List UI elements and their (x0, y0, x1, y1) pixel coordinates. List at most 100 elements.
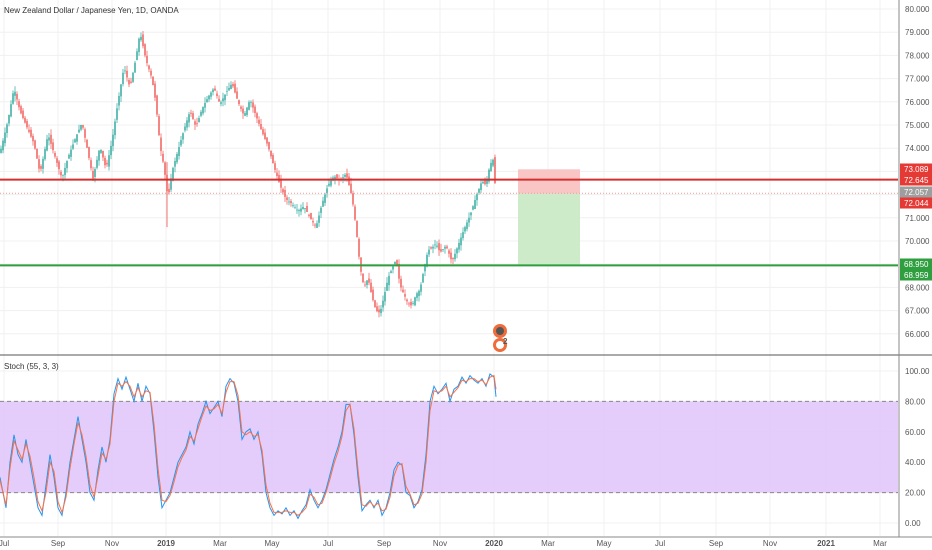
candle-body (226, 90, 228, 92)
events-icon-inner (496, 341, 504, 349)
candle-body (422, 274, 424, 283)
candle-body (298, 210, 300, 212)
candle-body (210, 92, 212, 97)
candle-body (324, 194, 326, 203)
candle-body (22, 110, 24, 119)
position-target-zone (518, 193, 580, 266)
time-axis[interactable]: Jul Sep Nov 2019 Mar May Jul Sep Nov 2020 Mar May Ju… (0, 539, 887, 548)
candle-body (276, 172, 278, 177)
candle-body (260, 124, 262, 130)
candle-body (20, 106, 22, 114)
candle-body (470, 212, 472, 216)
candle-body (418, 290, 420, 297)
candle-body (204, 102, 206, 108)
main-chart-title: New Zealand Dollar / Japanese Yen, 1D, O… (4, 6, 179, 15)
candle-body (336, 174, 338, 179)
events-icon[interactable]: 2 (493, 324, 508, 352)
candle-body (366, 280, 368, 286)
candle-body (394, 261, 396, 265)
time-tick-label: Nov (433, 539, 447, 548)
candle-body (138, 38, 140, 52)
candle-body (382, 300, 384, 308)
candle-body (378, 309, 380, 313)
candle-body (476, 194, 478, 201)
time-tick-label: Nov (105, 539, 119, 548)
candle-body (122, 72, 124, 85)
candle-body (38, 159, 40, 169)
candle-body (56, 158, 58, 163)
candle-body (126, 70, 128, 78)
candle-body (282, 189, 284, 193)
candle-body (420, 284, 422, 292)
candle-body (464, 227, 466, 232)
candle-body (136, 51, 138, 61)
candle-body (328, 183, 330, 186)
candle-body (296, 209, 298, 211)
time-tick-label: Sep (377, 539, 392, 548)
position-tool[interactable] (518, 169, 580, 266)
candle-body (160, 137, 162, 152)
time-tick-label: May (264, 539, 279, 548)
time-tick-label: 2020 (485, 539, 503, 548)
candle-body (196, 123, 198, 125)
candle-body (216, 93, 218, 96)
candle-body (396, 260, 398, 266)
candle-body (302, 206, 304, 210)
candle-body (192, 113, 194, 120)
candle-body (44, 149, 46, 160)
candle-body (426, 254, 428, 267)
candle-body (434, 244, 436, 246)
candle-body (388, 275, 390, 286)
candle-body (266, 137, 268, 144)
candle-body (390, 271, 392, 273)
candle-body (454, 253, 456, 260)
candle-body (452, 258, 454, 260)
candle-body (150, 70, 152, 76)
candle-body (362, 273, 364, 283)
candle-body (76, 134, 78, 142)
candle-body (24, 117, 26, 123)
candle-body (238, 100, 240, 105)
price-badge-label: 72.645 (904, 176, 929, 185)
candle-body (246, 107, 248, 116)
price-tick-label: 70.000 (905, 237, 930, 246)
candle-body (80, 125, 82, 130)
stoch-tick-label: 20.00 (905, 489, 926, 498)
price-tick-label: 68.000 (905, 283, 930, 292)
candle-body (200, 111, 202, 116)
candle-body (412, 303, 414, 304)
price-badge (900, 174, 932, 186)
time-tick-label: Sep (709, 539, 724, 548)
price-tick-label: 71.000 (905, 214, 930, 223)
candle-body (42, 158, 44, 169)
candle-body (428, 249, 430, 255)
price-badge (900, 186, 932, 198)
candle-body (36, 148, 38, 159)
candle-body (308, 214, 310, 216)
candle-body (212, 89, 214, 93)
candle-body (180, 140, 182, 146)
time-tick-label: Jul (0, 539, 9, 548)
horizontal-levels[interactable] (0, 178, 898, 267)
candle-body (242, 108, 244, 114)
candle-body (424, 264, 426, 272)
candle-body (64, 167, 66, 176)
candle-body (402, 289, 404, 293)
candle-body (326, 188, 328, 194)
candle-body (264, 132, 266, 139)
candle-body (52, 142, 54, 151)
price-badges: 73.089 72.645 72.057 72.044 68.950 68.959 (900, 163, 932, 281)
price-badge (900, 163, 932, 175)
events-icon-count: 2 (503, 337, 508, 346)
candle-body (194, 121, 196, 125)
candle-body (484, 180, 486, 185)
candle-body (114, 121, 116, 136)
candle-body (124, 70, 126, 72)
stoch-series-line (0, 373, 497, 520)
candle-body (288, 201, 290, 203)
candle-body (142, 34, 144, 47)
price-tick-label: 67.000 (905, 307, 930, 316)
candle-body (358, 238, 360, 257)
candle-body (444, 246, 446, 249)
candle-body (248, 102, 250, 110)
